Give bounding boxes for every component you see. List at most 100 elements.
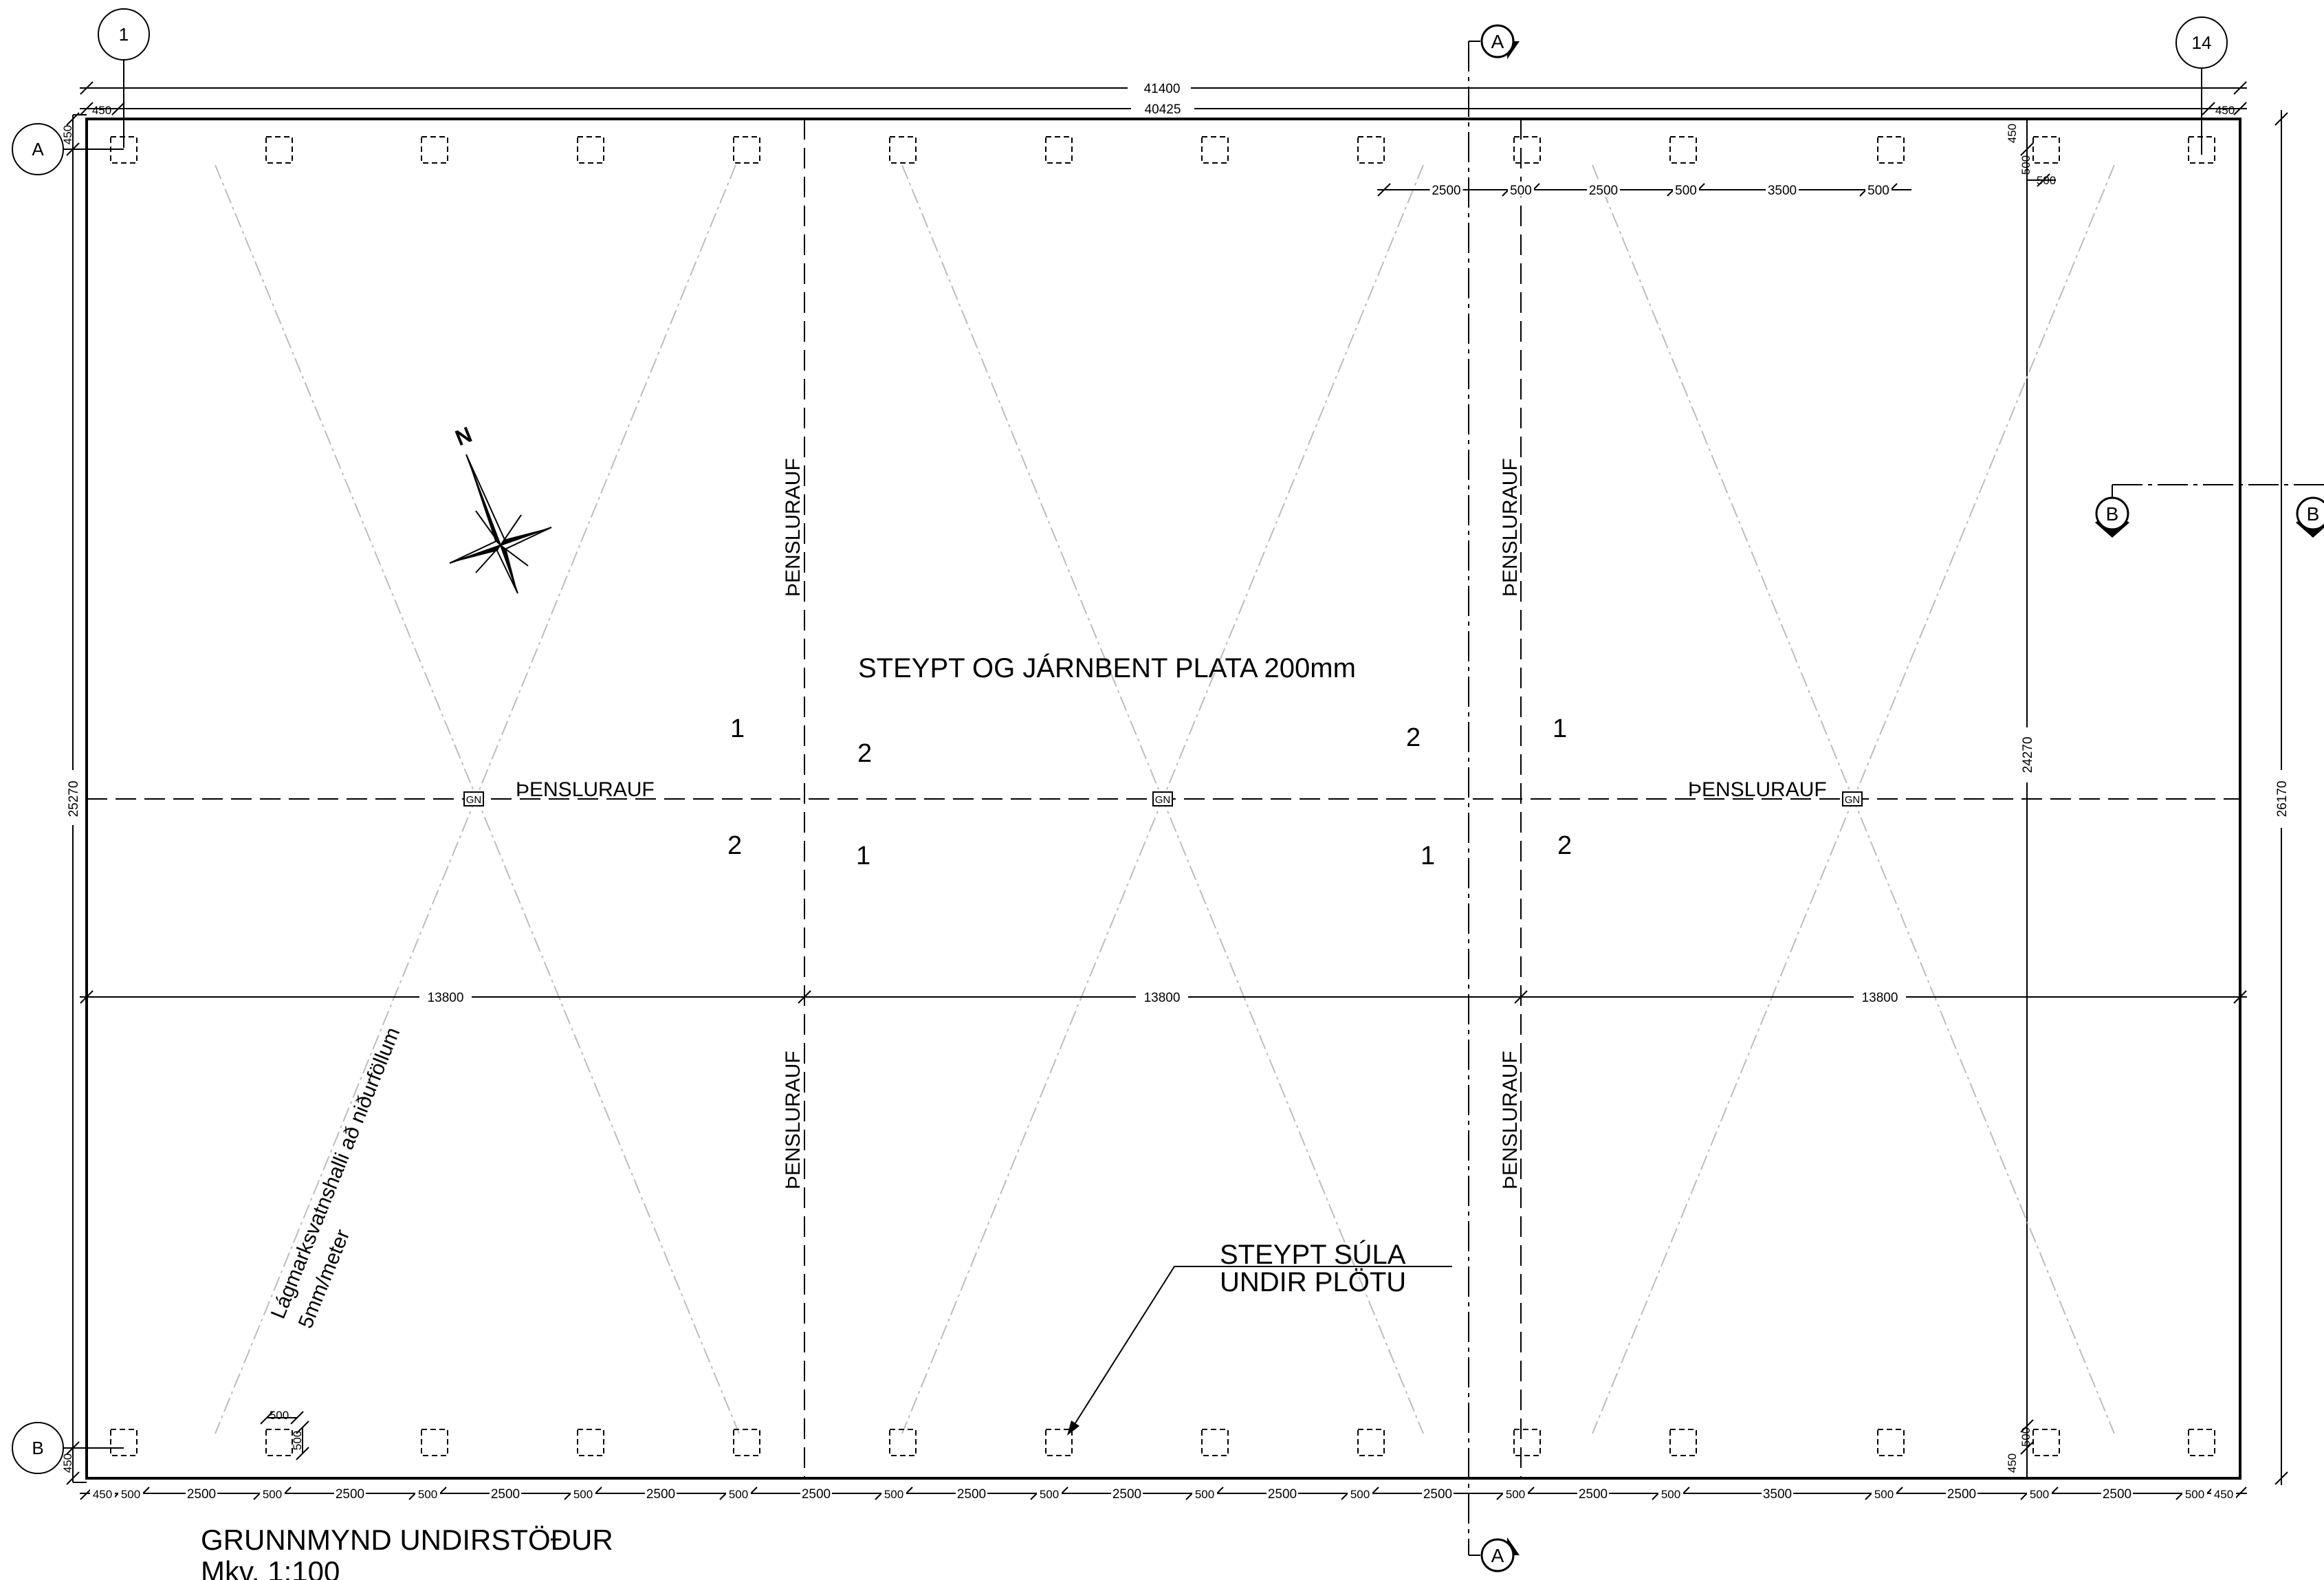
dimension-bottom: 500 (121, 1488, 140, 1501)
dimension-40425: 40425 (1145, 102, 1181, 117)
dimension-top-detail: 2500 (1432, 184, 1460, 198)
dimension-bottom: 500 (418, 1488, 437, 1501)
dimension-bottom: 2500 (1579, 1487, 1608, 1502)
section-marker-b-right: B (2296, 496, 2324, 538)
dimension-25270: 25270 (67, 781, 81, 818)
dimension-top-detail: 2500 (1589, 184, 1618, 198)
floor-drain: GN (1152, 791, 1173, 807)
dimension-right-top-500b: 500 (2037, 174, 2056, 187)
section-marker-a-top: A (1469, 24, 1520, 59)
pour-sequence-numbers: 1 2 2 1 2 1 1 2 (727, 714, 1572, 870)
svg-text:2: 2 (1557, 831, 1572, 860)
dimension-bottom: 500 (1195, 1488, 1214, 1501)
column-footing (577, 136, 604, 164)
dimension-bottom: 450 (2214, 1488, 2233, 1501)
column-footing (2032, 136, 2060, 164)
dimension-13800-middle: 13800 (1144, 991, 1181, 1005)
svg-text:GN: GN (1155, 794, 1171, 806)
column-footing (1669, 136, 1697, 164)
column-footing (1513, 136, 1541, 164)
column-callout: STEYPT SÚLA UNDIR PLÖTU (1067, 1239, 1452, 1436)
dimension-bottom: 2500 (1112, 1487, 1141, 1502)
dimension-450-top-right: 450 (2215, 104, 2235, 117)
column-footing (733, 136, 760, 164)
floor-drain: GN (1842, 791, 1863, 807)
dimension-bottom: 500 (263, 1488, 282, 1501)
svg-text:B: B (2106, 503, 2119, 525)
column-footing (421, 136, 448, 164)
dimension-bottom: 2500 (646, 1487, 675, 1502)
grid-bubble-14: 14 (2175, 17, 2228, 155)
svg-text:B: B (32, 1438, 43, 1458)
dimension-bottom: 500 (729, 1488, 748, 1501)
svg-text:UNDIR PLÖTU: UNDIR PLÖTU (1220, 1267, 1406, 1297)
dimension-bottom: 2500 (187, 1487, 216, 1502)
svg-text:N: N (452, 424, 474, 450)
column-footing (110, 1429, 138, 1456)
joint-label: ÞENSLURAUF (782, 1051, 804, 1189)
joint-label: ÞENSLURAUF (1499, 1051, 1522, 1189)
grid-bubble-1: 1 (98, 8, 150, 148)
column-footing (265, 136, 293, 164)
svg-text:A: A (1491, 1545, 1504, 1566)
svg-text:2: 2 (857, 739, 872, 768)
grid-bubble-a: A (12, 123, 124, 175)
dimension-bottom: 500 (573, 1488, 593, 1501)
column-footing (733, 1429, 760, 1456)
dimension-bottom: 2500 (336, 1487, 364, 1502)
column-footing (1877, 136, 1905, 164)
svg-text:B: B (2307, 503, 2320, 525)
dimension-top-detail: 500 (1675, 184, 1697, 198)
column-footing (1513, 1429, 1541, 1456)
svg-text:2: 2 (727, 831, 742, 860)
svg-text:A: A (32, 139, 44, 160)
slope-note: Lágmarksvatnshalli að niðurföllum 5mm/me… (267, 1024, 405, 1332)
dimension-column-size (260, 1411, 309, 1460)
dimension-col-500-v: 500 (291, 1431, 304, 1450)
dimension-right-top-500: 500 (2019, 155, 2032, 175)
column-footing (577, 1429, 604, 1456)
joint-label: ÞENSLURAUF (782, 458, 804, 597)
column-footing (1357, 136, 1385, 164)
svg-text:1: 1 (730, 714, 745, 743)
column-footing (1045, 1429, 1073, 1456)
dimension-top-detail: 500 (1867, 184, 1889, 198)
svg-text:GN: GN (466, 794, 482, 806)
svg-text:1: 1 (1421, 842, 1435, 870)
grid-bubble-b: B (12, 1422, 124, 1474)
section-lines (1468, 41, 2324, 1555)
svg-text:1: 1 (1553, 714, 1567, 743)
dimension-bottom: 500 (884, 1488, 903, 1501)
dimension-right-vertical (2020, 110, 2288, 1485)
drawing-scale: Mkv. 1:100 (201, 1555, 340, 1580)
dimension-24270: 24270 (2021, 737, 2035, 773)
dimension-bottom: 500 (1350, 1488, 1370, 1501)
column-footing (889, 1429, 917, 1456)
section-marker-a-bottom: A (1469, 1537, 1520, 1572)
dimension-bottom: 500 (2030, 1488, 2049, 1501)
dimension-13800-right: 13800 (1862, 991, 1898, 1005)
joint-label: ÞENSLURAUF (516, 778, 655, 801)
dimension-13800-left: 13800 (428, 991, 464, 1005)
dimension-450-left-bottom: 450 (61, 1453, 74, 1473)
dimension-bottom: 500 (1661, 1488, 1680, 1501)
dimension-col-500-h: 500 (270, 1409, 289, 1422)
dimension-26170: 26170 (2275, 781, 2290, 818)
dimension-bottom: 2500 (2103, 1487, 2131, 1502)
dimension-bottom: 2500 (1947, 1487, 1976, 1502)
dimension-450-left-top: 450 (61, 125, 74, 144)
column-footing (2032, 1429, 2060, 1456)
column-footings (110, 136, 2215, 1456)
dimension-bottom: 2500 (957, 1487, 986, 1502)
svg-text:1: 1 (119, 24, 129, 45)
dimension-top-detail-chain (1377, 183, 1911, 197)
dimension-bottom: 2500 (491, 1487, 520, 1502)
dimension-bottom: 500 (2185, 1488, 2204, 1501)
section-marker-b-left: B (2095, 496, 2129, 538)
svg-text:1: 1 (856, 842, 870, 870)
column-footing (1201, 136, 1229, 164)
column-footing (1045, 136, 1073, 164)
column-footing (265, 1429, 293, 1456)
dimension-bottom: 500 (1506, 1488, 1525, 1501)
floor-drain: GN (463, 791, 484, 807)
